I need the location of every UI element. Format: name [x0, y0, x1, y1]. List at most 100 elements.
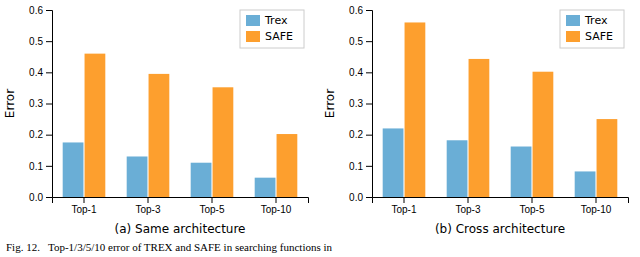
y-tick-mark: [46, 72, 52, 73]
bar: [575, 171, 596, 197]
y-tick-mark: [46, 41, 52, 42]
y-tick: 0.3: [29, 98, 52, 109]
y-tick: 0.2: [29, 129, 52, 140]
x-tick-label: Top-3: [135, 204, 160, 215]
y-tick-mark: [366, 135, 372, 136]
caption: Fig. 12. Top-1/3/5/10 error of TREX and …: [6, 241, 333, 253]
x-tick: Top-1: [71, 197, 96, 215]
bar: [533, 72, 554, 197]
y-tick-label: 0.4: [349, 67, 363, 78]
x-axis-title: (a) Same architecture: [115, 222, 246, 236]
x-tick-label: Top-5: [519, 204, 544, 215]
y-tick-mark: [366, 197, 372, 198]
legend-label: SAFE: [585, 30, 613, 43]
x-tick-label: Top-3: [455, 204, 480, 215]
legend-label: SAFE: [265, 30, 293, 43]
x-tick-label: Top-5: [199, 204, 224, 215]
x-tick: Top-5: [519, 197, 544, 215]
y-axis: 0.0 0.1 0.2 0.3 0.4 0.5 0.6: [29, 5, 52, 203]
axis-domain: [373, 198, 629, 204]
y-tick-mark: [366, 41, 372, 42]
legend-item: Trex: [566, 14, 608, 27]
x-tick-mark: [212, 197, 213, 203]
bar: [469, 59, 490, 197]
panel: 0.00.10.20.30.40.50.6Top-1Top-3Top-5Top-…: [3, 5, 309, 236]
legend-label: Trex: [264, 14, 288, 27]
y-tick: 0.5: [349, 36, 372, 47]
y-tick-label: 0.3: [349, 98, 363, 109]
panel: 0.00.10.20.30.40.50.6Top-1Top-3Top-5Top-…: [323, 5, 629, 236]
legend-swatch: [246, 31, 260, 42]
legend-swatch: [566, 31, 580, 42]
bar-series: [405, 22, 618, 197]
legend-label: Trex: [584, 14, 608, 27]
x-tick: Top-10: [261, 197, 292, 215]
x-tick-label: Top-1: [71, 204, 96, 215]
x-tick-label: Top-10: [581, 204, 612, 215]
bar-series: [85, 54, 298, 197]
bar: [191, 163, 212, 197]
y-tick-label: 0.5: [349, 36, 363, 47]
x-tick-label: Top-1: [391, 204, 416, 215]
bar: [63, 142, 84, 197]
y-tick: 0.4: [349, 67, 372, 78]
plot-area: [63, 54, 298, 197]
y-tick-mark: [46, 135, 52, 136]
legend-swatch: [566, 15, 580, 26]
y-tick: 0.2: [349, 129, 372, 140]
legend-item: Trex: [246, 14, 288, 27]
bar: [405, 22, 426, 197]
y-tick-label: 0.0: [29, 192, 43, 203]
x-tick-mark: [276, 197, 277, 203]
x-axis-title: (b) Cross architecture: [435, 222, 565, 236]
x-axis: Top-1 Top-3 Top-5 Top-10: [373, 197, 629, 215]
y-tick-mark: [46, 104, 52, 105]
y-tick-mark: [46, 166, 52, 167]
x-tick: Top-3: [135, 197, 160, 215]
y-tick: 0.6: [29, 5, 52, 16]
x-tick-mark: [468, 197, 469, 203]
x-tick: Top-10: [581, 197, 612, 215]
legend-item: SAFE: [566, 30, 613, 43]
bar: [511, 147, 532, 197]
y-tick: 0.0: [349, 192, 372, 203]
y-tick: 0.4: [29, 67, 52, 78]
bar: [85, 54, 106, 197]
legend-frame: [240, 10, 304, 48]
y-tick-label: 0.6: [349, 5, 363, 16]
bar: [255, 178, 276, 197]
y-tick-label: 0.1: [349, 161, 363, 172]
y-tick-label: 0.1: [29, 161, 43, 172]
y-tick: 0.0: [29, 192, 52, 203]
y-tick-label: 0.2: [349, 129, 363, 140]
y-tick-label: 0.3: [29, 98, 43, 109]
y-tick: 0.5: [29, 36, 52, 47]
bar: [213, 87, 234, 197]
y-tick-label: 0.0: [349, 192, 363, 203]
axis-domain: [46, 11, 53, 198]
x-tick-mark: [596, 197, 597, 203]
y-tick: 0.6: [349, 5, 372, 16]
y-tick-label: 0.6: [29, 5, 43, 16]
legend-swatch: [246, 15, 260, 26]
x-axis: Top-1 Top-3 Top-5 Top-10: [53, 197, 309, 215]
y-tick: 0.1: [349, 161, 372, 172]
axis-domain: [53, 198, 309, 204]
y-tick: 0.1: [29, 161, 52, 172]
legend: Trex SAFE: [560, 10, 624, 48]
y-tick: 0.3: [349, 98, 372, 109]
y-tick-mark: [46, 10, 52, 11]
legend-item: SAFE: [246, 30, 293, 43]
axis-domain: [366, 11, 373, 198]
figure: 0.00.10.20.30.40.50.6Top-1Top-3Top-5Top-…: [0, 0, 640, 257]
bar: [277, 134, 298, 197]
y-tick-label: 0.4: [29, 67, 43, 78]
y-tick-mark: [366, 104, 372, 105]
x-tick-mark: [532, 197, 533, 203]
plot-area: [383, 22, 618, 197]
y-tick-mark: [366, 10, 372, 11]
y-tick-mark: [366, 166, 372, 167]
x-tick: Top-5: [199, 197, 224, 215]
legend: Trex SAFE: [240, 10, 304, 48]
bar: [597, 119, 618, 197]
